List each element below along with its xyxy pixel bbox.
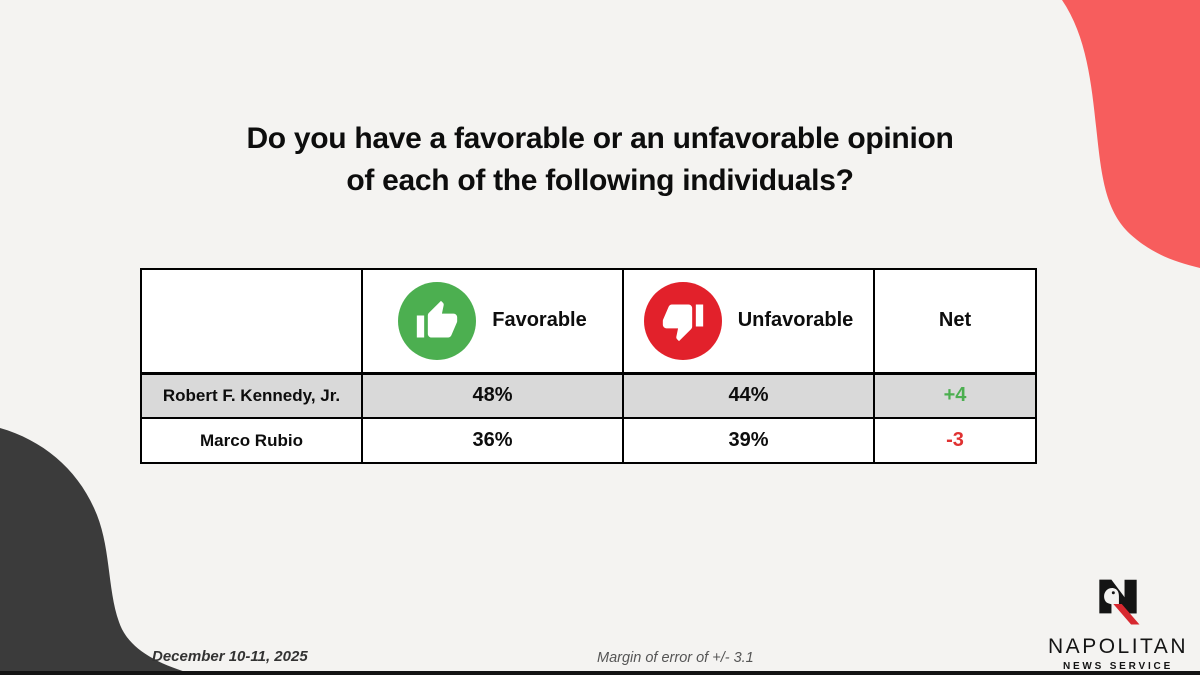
header-favorable-cell: Favorable bbox=[361, 268, 624, 375]
favorable-value: 36% bbox=[361, 417, 624, 464]
dark-corner-blob bbox=[0, 428, 196, 675]
favorable-column-label: Favorable bbox=[492, 309, 587, 332]
poll-results-table: Favorable Unfavorable Net Robert F. Kenn… bbox=[140, 268, 1037, 464]
net-column-label: Net bbox=[938, 309, 972, 332]
margin-of-error: Margin of error of +/- 3.1 bbox=[597, 650, 754, 666]
person-name: Robert F. Kennedy, Jr. bbox=[140, 372, 363, 419]
napolitan-logo: NAPOLITAN NEWS SERVICE bbox=[1040, 576, 1196, 672]
thumbs-up-icon bbox=[398, 281, 477, 360]
poll-date: December 10-11, 2025 bbox=[152, 648, 308, 665]
logo-tagline-text: NEWS SERVICE bbox=[1062, 661, 1174, 672]
unfavorable-column-label: Unfavorable bbox=[737, 309, 854, 332]
thumbs-down-icon bbox=[643, 281, 722, 360]
bottom-accent-bar bbox=[0, 671, 1200, 675]
net-value: +4 bbox=[873, 372, 1037, 419]
table-row-rubio: Marco Rubio 36% 39% -3 bbox=[140, 417, 1037, 464]
person-name: Marco Rubio bbox=[140, 417, 363, 464]
header-empty-cell bbox=[140, 268, 363, 375]
logo-brand-text: NAPOLITAN bbox=[1048, 635, 1188, 658]
table-header-row: Favorable Unfavorable Net bbox=[140, 268, 1037, 375]
page-title-line2: of each of the following individuals? bbox=[346, 164, 854, 197]
table-row-rfk: Robert F. Kennedy, Jr. 48% 44% +4 bbox=[140, 372, 1037, 419]
net-value: -3 bbox=[873, 417, 1037, 464]
unfavorable-value: 39% bbox=[622, 417, 875, 464]
page-title-line1: Do you have a favorable or an unfavorabl… bbox=[246, 122, 954, 155]
napolitan-eagle-n-icon bbox=[1099, 579, 1140, 625]
unfavorable-value: 44% bbox=[622, 372, 875, 419]
header-unfavorable-cell: Unfavorable bbox=[622, 268, 875, 375]
page-title: Do you have a favorable or an unfavorabl… bbox=[0, 118, 1200, 202]
header-net-cell: Net bbox=[873, 268, 1037, 375]
favorable-value: 48% bbox=[361, 372, 624, 419]
